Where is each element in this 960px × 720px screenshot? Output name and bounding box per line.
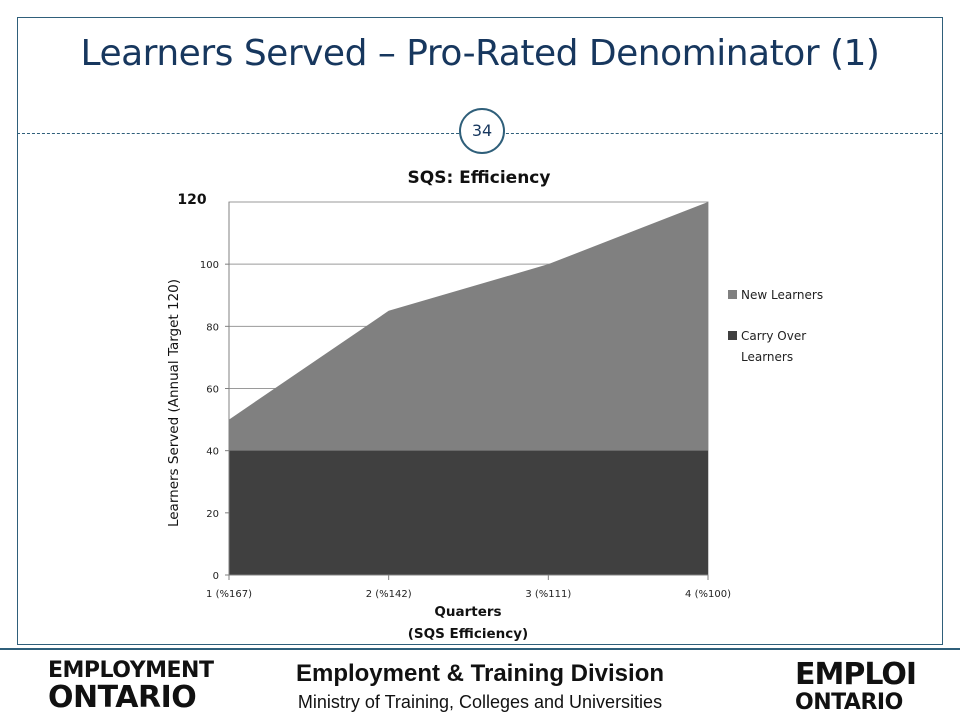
legend-entry-line: Carry Over [741, 329, 806, 343]
legend-entry: New Learners [741, 288, 823, 302]
logo-fr-line1: EMPLOI [795, 657, 917, 692]
division-info: Employment & Training Division Ministry … [270, 660, 690, 713]
efficiency-chart: SQS: Efficiency 120 0 20 40 60 80 100 1 (%167)… [166, 168, 823, 642]
y-top-label: 120 [177, 192, 206, 208]
footer-divider [0, 648, 960, 650]
legend-entry: Carry Over Learners [741, 329, 806, 364]
legend-swatch [728, 331, 737, 340]
page-number-badge: 34 [459, 108, 505, 154]
x-axis-label-sub: (SQS Efficiency) [408, 626, 528, 642]
y-axis-label: Learners Served (Annual Target 120) [166, 279, 182, 527]
footer [0, 645, 960, 720]
legend-swatch [728, 290, 737, 299]
logo-fr-line2: ONTARIO [795, 690, 903, 715]
plot-area: 0 20 40 60 80 100 1 (%167) 2 (%142) 3 (%111) 4 (%… [200, 201, 731, 600]
y-tick-label: 100 [200, 260, 219, 271]
slide-frame [17, 17, 943, 645]
x-tick-label: 4 (%100) [685, 589, 731, 600]
division-title: Employment & Training Division [295, 660, 665, 687]
x-axis-label: Quarters [434, 604, 501, 620]
y-tick-label: 20 [206, 509, 219, 520]
chart-legend: New Learners Carry Over Learners [728, 288, 823, 364]
logo-en-line1: EMPLOYMENT [48, 658, 214, 683]
employment-ontario-logo: EMPLOYMENT ONTARIO [48, 658, 214, 715]
y-tick-label: 0 [213, 571, 219, 582]
y-tick-label: 80 [206, 322, 219, 333]
emploi-ontario-logo: EMPLOI ONTARIO [795, 657, 917, 715]
slide-title: Learners Served – Pro-Rated Denominator … [80, 33, 880, 74]
area-carry-over-learners [229, 450, 708, 575]
logo-en-line2: ONTARIO [48, 680, 197, 715]
legend-entry-line: Learners [741, 350, 793, 364]
x-tick-label: 2 (%142) [366, 589, 412, 600]
y-tick-label: 60 [206, 385, 219, 396]
area-new-learners [229, 202, 708, 451]
x-tick-label: 1 (%167) [206, 589, 252, 600]
chart-title: SQS: Efficiency [408, 168, 551, 188]
division-subtitle: Ministry of Training, Colleges and Unive… [297, 692, 663, 712]
y-tick-label: 40 [206, 447, 219, 458]
x-tick-label: 3 (%111) [525, 589, 571, 600]
